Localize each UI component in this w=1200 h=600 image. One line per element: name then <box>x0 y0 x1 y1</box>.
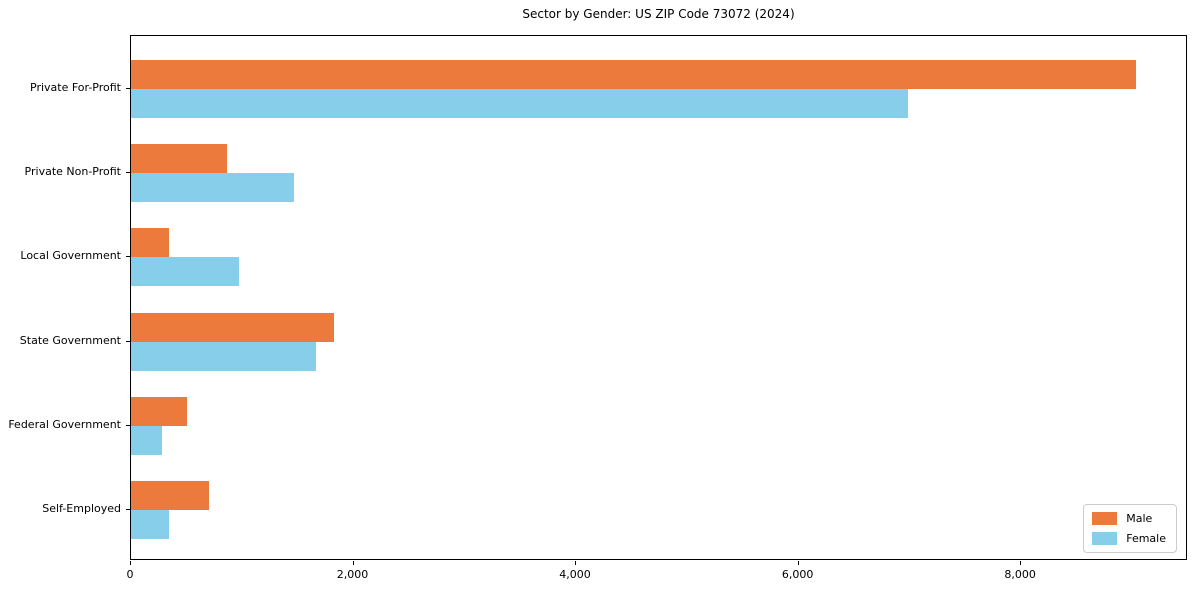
y-tick-label: Federal Government <box>8 417 121 431</box>
bar-female-4 <box>131 425 163 455</box>
legend: Male Female <box>1083 504 1177 553</box>
plot-area: Male Female <box>130 35 1187 560</box>
y-tick-mark <box>126 340 130 342</box>
bar-male-0 <box>131 60 1137 89</box>
x-tick-mark <box>575 561 577 565</box>
bar-male-4 <box>131 396 187 426</box>
y-tick-label: Local Government <box>20 249 121 263</box>
bar-female-2 <box>131 257 240 287</box>
x-tick-label: 4,000 <box>559 568 591 581</box>
x-tick-mark <box>130 561 131 565</box>
y-tick-mark <box>126 172 130 174</box>
y-tick-label: State Government <box>19 333 121 347</box>
bar-female-1 <box>131 173 295 203</box>
x-tick-label: 6,000 <box>781 568 814 581</box>
x-tick-mark <box>352 561 354 565</box>
bar-female-3 <box>131 341 317 371</box>
bar-male-3 <box>131 312 335 342</box>
x-tick-label: 2,000 <box>336 568 369 581</box>
legend-swatch-female <box>1092 532 1118 545</box>
x-tick-label: 0 <box>126 568 134 581</box>
x-tick-mark <box>797 561 799 565</box>
legend-label-male: Male <box>1126 512 1153 525</box>
y-tick-label: Private Non-Profit <box>24 165 121 179</box>
bar-female-0 <box>131 89 909 118</box>
legend-item-male: Male <box>1092 512 1166 525</box>
y-tick-mark <box>126 256 130 258</box>
x-axis: 0 2,000 4,000 6,000 8,000 <box>126 560 1187 594</box>
x-tick-mark <box>1020 561 1022 565</box>
y-tick-label: Private For-Profit <box>30 81 121 94</box>
legend-label-female: Female <box>1126 532 1166 545</box>
chart-title: Sector by Gender: US ZIP Code 73072 (202… <box>522 7 795 21</box>
y-tick-label: Self-Employed <box>42 502 121 515</box>
legend-item-female: Female <box>1092 532 1166 545</box>
y-axis: Private For-Profit Private Non-Profit Loca… <box>0 35 130 560</box>
y-tick-mark <box>126 88 130 89</box>
bar-male-5 <box>131 481 209 510</box>
bar-male-2 <box>131 228 169 258</box>
legend-swatch-male <box>1092 512 1118 525</box>
y-tick-mark <box>126 509 130 510</box>
bar-male-1 <box>131 144 228 174</box>
x-tick-label: 8,000 <box>1004 568 1036 581</box>
bar-female-5 <box>131 510 169 539</box>
y-tick-mark <box>126 424 130 426</box>
